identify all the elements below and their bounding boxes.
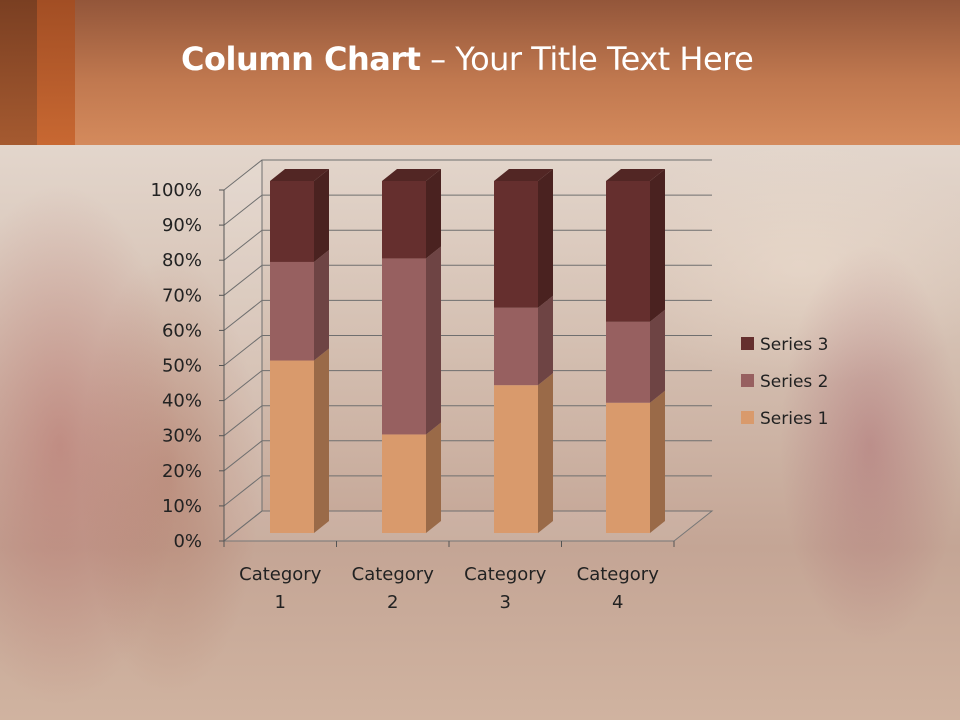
decor-strip bbox=[0, 0, 37, 145]
x-tick-label: Category bbox=[577, 564, 660, 585]
x-tick-label: 4 bbox=[612, 592, 623, 613]
y-tick-label: 30% bbox=[162, 426, 202, 447]
bar-side bbox=[538, 373, 553, 533]
bar-front bbox=[270, 261, 314, 361]
bar-side bbox=[650, 390, 665, 533]
y-tick-label: 70% bbox=[162, 285, 202, 306]
y-tick-label: 100% bbox=[151, 180, 202, 201]
x-tick-label: Category bbox=[239, 564, 322, 585]
bar-top bbox=[382, 169, 441, 181]
decor-strip bbox=[37, 0, 75, 145]
title-separator: – bbox=[420, 40, 456, 78]
bar-front bbox=[382, 181, 426, 259]
x-tick-label: 2 bbox=[387, 592, 398, 613]
x-tick-label: Category bbox=[352, 564, 435, 585]
y-tick-label: 90% bbox=[162, 215, 202, 236]
bar-side bbox=[314, 348, 329, 533]
bar-front bbox=[382, 434, 426, 533]
x-tick-label: 1 bbox=[275, 592, 286, 613]
title-bold: Column Chart bbox=[181, 40, 421, 78]
legend-label: Series 2 bbox=[760, 372, 829, 392]
legend-label: Series 1 bbox=[760, 409, 829, 429]
y-tick-label: 40% bbox=[162, 391, 202, 412]
bar-top bbox=[606, 169, 665, 181]
bar-side bbox=[314, 249, 329, 361]
bar-side bbox=[426, 169, 441, 259]
bar-front bbox=[494, 307, 538, 386]
slide-title: Column Chart – Your Title Text Here bbox=[181, 40, 754, 78]
y-tick-label: 20% bbox=[162, 461, 202, 482]
bar-side bbox=[314, 169, 329, 262]
bar-front bbox=[494, 181, 538, 308]
x-tick-label: Category bbox=[464, 564, 547, 585]
bar-front bbox=[270, 360, 314, 533]
y-tick-label: 50% bbox=[162, 356, 202, 377]
legend-swatch bbox=[741, 374, 754, 387]
bar-side bbox=[538, 169, 553, 308]
legend-swatch bbox=[741, 337, 754, 350]
bar-front bbox=[382, 258, 426, 435]
bar-side bbox=[650, 309, 665, 403]
bar-front bbox=[606, 181, 650, 322]
bar-side bbox=[538, 295, 553, 386]
title-rest: Your Title Text Here bbox=[455, 40, 754, 78]
y-tick-label: 80% bbox=[162, 250, 202, 271]
background-photo bbox=[0, 145, 960, 720]
bar-side bbox=[426, 422, 441, 533]
y-tick-label: 60% bbox=[162, 320, 202, 341]
bar-side bbox=[650, 169, 665, 322]
bar-front bbox=[270, 181, 314, 262]
bar-top bbox=[270, 169, 329, 181]
x-tick-label: 3 bbox=[500, 592, 511, 613]
title-bar bbox=[0, 0, 960, 145]
bar-top bbox=[494, 169, 553, 181]
legend-label: Series 3 bbox=[760, 335, 829, 355]
bar-front bbox=[606, 402, 650, 533]
bar-front bbox=[606, 321, 650, 403]
legend-swatch bbox=[741, 411, 754, 424]
y-tick-label: 0% bbox=[173, 531, 202, 552]
bar-front bbox=[494, 385, 538, 533]
bar-side bbox=[426, 246, 441, 435]
y-tick-label: 10% bbox=[162, 496, 202, 517]
